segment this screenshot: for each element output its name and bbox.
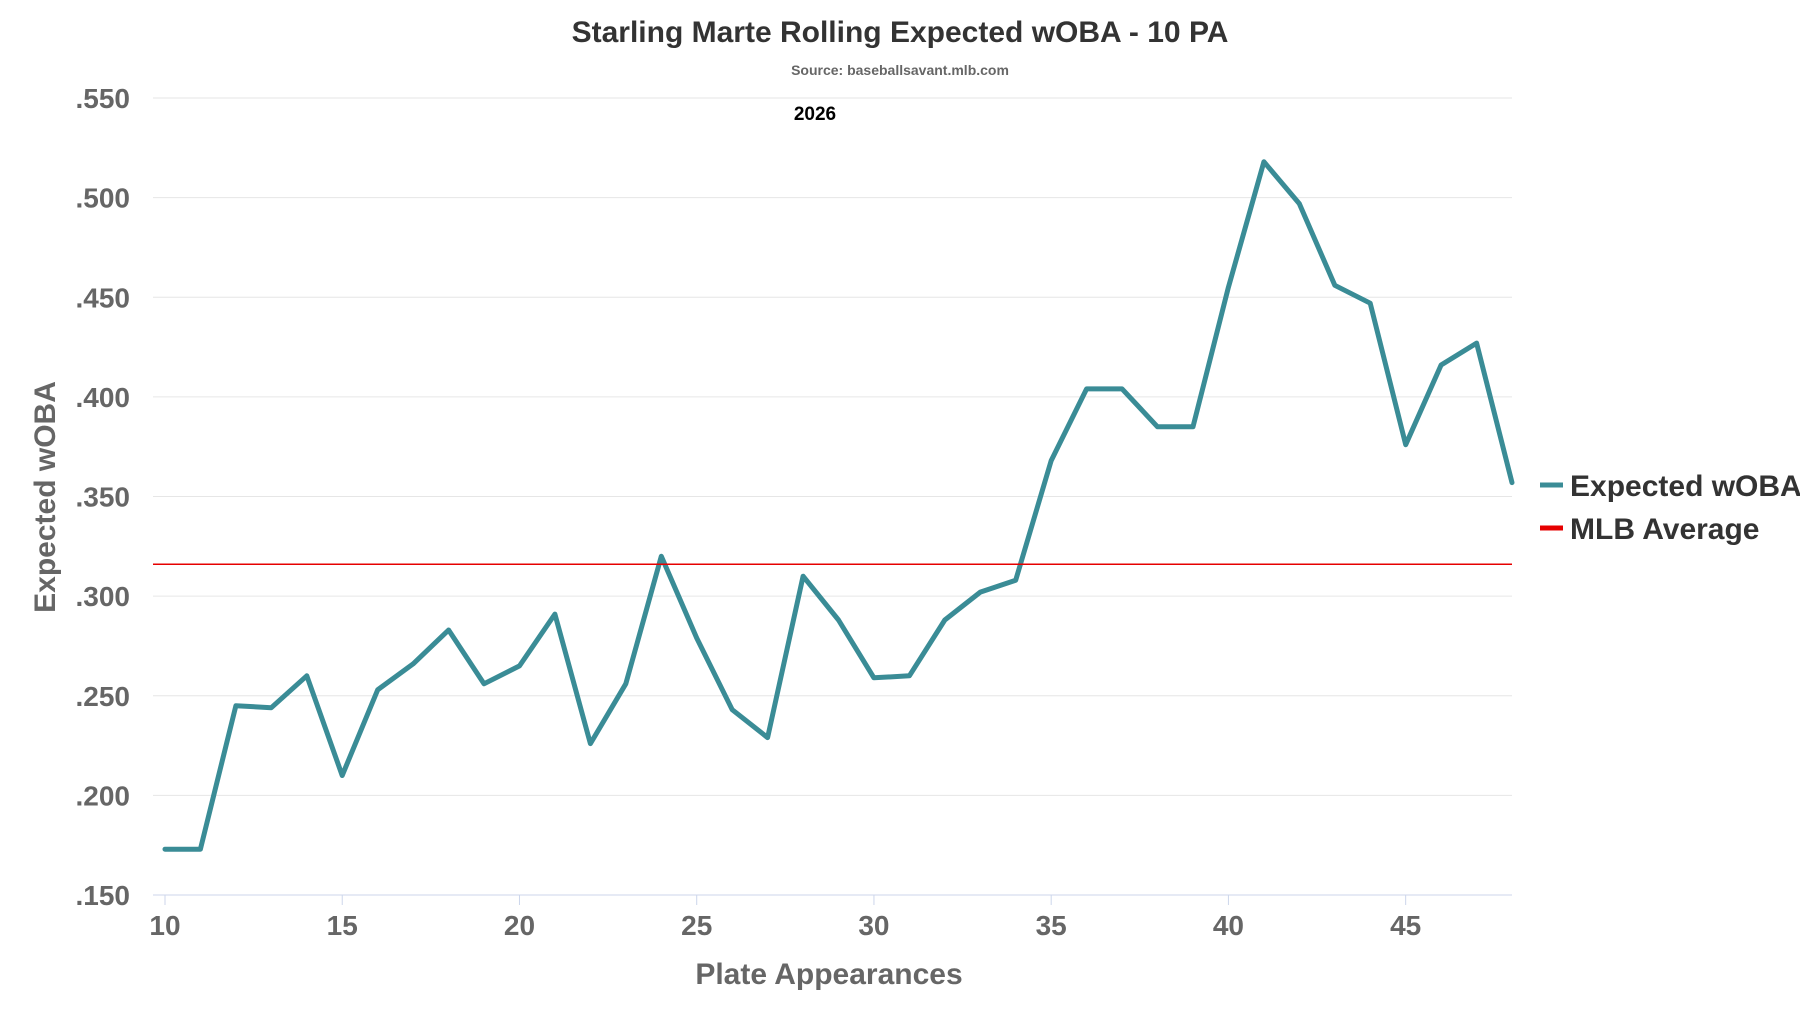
- legend-label: MLB Average: [1570, 513, 1760, 546]
- data-point: [1332, 283, 1337, 288]
- y-tick-label: .250: [76, 681, 131, 712]
- data-point: [233, 703, 238, 708]
- data-point: [340, 773, 345, 778]
- data-point: [1191, 424, 1196, 429]
- x-axis-title: Plate Appearances: [695, 958, 962, 991]
- data-point: [1013, 578, 1018, 583]
- data-point: [588, 741, 593, 746]
- legend-label: Expected wOBA: [1570, 470, 1800, 503]
- data-point: [871, 675, 876, 680]
- data-point: [198, 847, 203, 852]
- data-point: [1226, 285, 1231, 290]
- y-axis-ticks: .150 .200 .250 .300 .350 .400 .450 .500 .550: [76, 83, 131, 911]
- gridlines: [153, 97, 1512, 796]
- y-tick-label: .500: [76, 183, 131, 214]
- data-point: [1439, 363, 1444, 368]
- expected-woba-line: [162, 159, 1515, 852]
- y-tick-label: .300: [76, 581, 131, 612]
- data-point: [1510, 480, 1515, 485]
- data-point: [765, 735, 770, 740]
- season-label: 2026: [794, 104, 836, 125]
- data-point: [163, 847, 168, 852]
- data-point: [730, 707, 735, 712]
- x-tick-label: 20: [504, 910, 535, 941]
- data-point: [1120, 386, 1125, 391]
- data-point: [801, 574, 806, 579]
- data-point: [1403, 442, 1408, 447]
- data-point: [1297, 201, 1302, 206]
- x-axis-ticks: 10 15 20 25 30 35 40 45: [149, 895, 1421, 941]
- y-axis-title: Expected wOBA: [29, 381, 62, 613]
- data-point: [942, 618, 947, 623]
- chart-title: Starling Marte Rolling Expected wOBA - 1…: [572, 16, 1229, 49]
- y-tick-label: .550: [76, 83, 131, 114]
- series-layer: [153, 159, 1515, 852]
- legend: Expected wOBA MLB Average: [1540, 470, 1800, 546]
- x-tick-label: 25: [681, 910, 712, 941]
- legend-item[interactable]: MLB Average: [1540, 513, 1760, 546]
- data-point: [978, 590, 983, 595]
- data-point: [623, 681, 628, 686]
- x-tick-label: 10: [149, 910, 180, 941]
- data-point: [552, 612, 557, 617]
- data-point: [482, 681, 487, 686]
- data-point: [1155, 424, 1160, 429]
- data-point: [694, 636, 699, 641]
- data-point: [411, 661, 416, 666]
- data-point: [907, 673, 912, 678]
- data-point: [836, 618, 841, 623]
- y-tick-label: .400: [76, 382, 131, 413]
- x-tick-label: 35: [1036, 910, 1067, 941]
- data-point: [517, 663, 522, 668]
- data-point: [1261, 159, 1266, 164]
- y-tick-label: .150: [76, 880, 131, 911]
- data-point: [1368, 301, 1373, 306]
- x-tick-label: 40: [1213, 910, 1244, 941]
- data-point: [375, 687, 380, 692]
- data-point: [1084, 386, 1089, 391]
- data-point: [446, 628, 451, 633]
- data-point: [1474, 341, 1479, 346]
- y-tick-label: .350: [76, 482, 131, 513]
- data-point: [1049, 458, 1054, 463]
- x-tick-label: 30: [858, 910, 889, 941]
- y-tick-label: .450: [76, 282, 131, 313]
- y-tick-label: .200: [76, 780, 131, 811]
- data-point: [659, 554, 664, 559]
- data-point: [269, 705, 274, 710]
- data-point: [304, 673, 309, 678]
- x-tick-label: 45: [1390, 910, 1421, 941]
- x-tick-label: 15: [327, 910, 358, 941]
- legend-item[interactable]: Expected wOBA: [1540, 470, 1800, 503]
- chart-subtitle: Source: baseballsavant.mlb.com: [791, 62, 1009, 78]
